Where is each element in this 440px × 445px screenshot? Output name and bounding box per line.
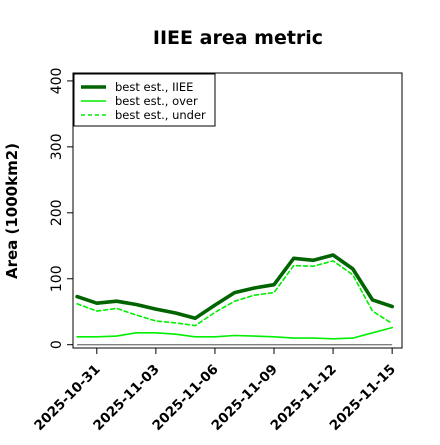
- chart-title: IIEE area metric: [153, 27, 323, 49]
- y-tick-label: 400: [49, 68, 65, 95]
- series-line-0: [75, 253, 395, 321]
- plot-frame: [72, 72, 403, 349]
- y-axis-label: Area (1000km2): [3, 143, 21, 279]
- plot-area: [75, 253, 395, 346]
- y-tick-label: 300: [49, 133, 65, 160]
- series-line-2: [76, 260, 394, 327]
- y-tick-label: 0: [49, 340, 65, 349]
- legend-label: best est., IIEE: [115, 80, 193, 94]
- legend-label: best est., under: [115, 108, 206, 122]
- y-tick-label: 100: [49, 265, 65, 292]
- legend-box: [73, 73, 216, 127]
- y-tick-label: 200: [49, 199, 65, 226]
- legend-label: best est., over: [115, 94, 198, 108]
- series-line-1: [76, 326, 394, 340]
